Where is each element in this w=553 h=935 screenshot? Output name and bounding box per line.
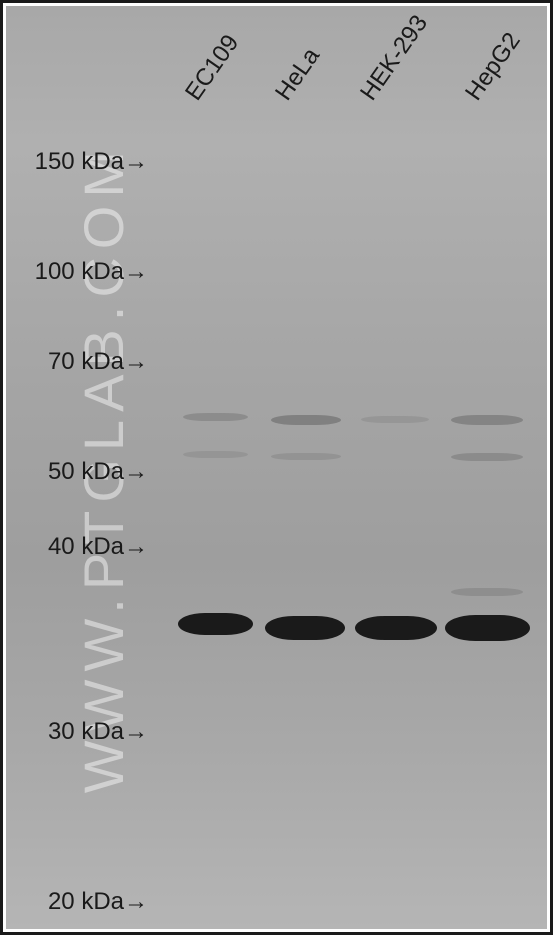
faint-band: [271, 415, 341, 425]
faint-band: [451, 415, 523, 425]
faint-band: [361, 416, 429, 423]
faint-band: [271, 453, 341, 460]
faint-band: [183, 413, 248, 421]
mw-marker-30: 30 kDa→: [8, 718, 148, 746]
main-band-hek293: [355, 616, 437, 640]
faint-band: [451, 588, 523, 596]
mw-marker-20: 20 kDa→: [8, 888, 148, 916]
mw-marker-100: 100 kDa→: [8, 258, 148, 286]
mw-marker-70: 70 kDa→: [8, 348, 148, 376]
western-blot-panel: WWW.PTGLAB.COM EC109 HeLa HEK-293 HepG2 …: [0, 0, 553, 935]
faint-band: [451, 453, 523, 461]
faint-band: [183, 451, 248, 458]
mw-marker-150: 150 kDa→: [8, 148, 148, 176]
main-band-hepg2: [445, 615, 530, 641]
main-band-hela: [265, 616, 345, 640]
main-band-ec109: [178, 613, 253, 635]
mw-marker-50: 50 kDa→: [8, 458, 148, 486]
mw-marker-40: 40 kDa→: [8, 533, 148, 561]
